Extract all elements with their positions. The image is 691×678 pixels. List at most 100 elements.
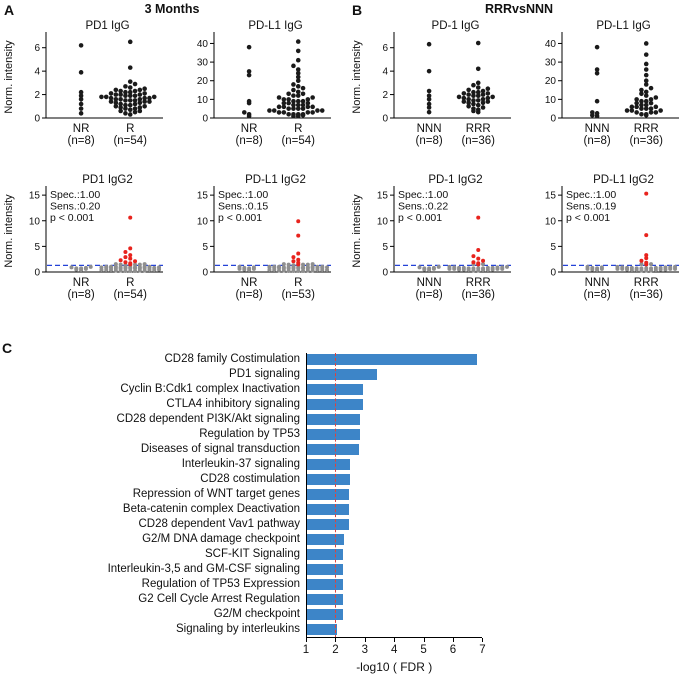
data-point: [152, 265, 157, 270]
stat-text: p < 0.001: [566, 212, 610, 224]
data-point: [475, 66, 481, 72]
y-tick-label: 5: [202, 242, 208, 253]
outlier-point: [639, 258, 644, 263]
data-point: [137, 87, 143, 93]
data-point: [123, 93, 128, 99]
data-point: [471, 98, 476, 103]
group-n-label: (n=8): [68, 135, 95, 147]
bar-row: Signaling by interleukins: [0, 622, 691, 637]
group-label: R: [294, 277, 302, 289]
data-point: [466, 92, 471, 97]
x-tick-label: 1: [302, 644, 310, 656]
data-point: [137, 92, 143, 97]
panel-a: A 3 Months PD1 IgG Norm. intensity 0 2 4 6 NR(…: [2, 2, 342, 320]
outlier-point: [296, 257, 301, 262]
plot-title: PD1 IgG: [85, 20, 129, 32]
data-point: [123, 89, 128, 95]
outlier-point: [476, 261, 481, 266]
data-point: [466, 96, 471, 102]
data-point: [426, 93, 432, 99]
data-point: [310, 262, 315, 267]
data-point: [643, 98, 649, 104]
data-point: [127, 102, 133, 108]
data-point: [643, 41, 649, 46]
y-tick-label: 30: [545, 58, 557, 69]
data-point: [648, 110, 654, 115]
bar: [306, 414, 361, 425]
data-point: [113, 262, 118, 267]
data-point: [295, 93, 301, 98]
outlier-point: [644, 253, 649, 258]
data-point: [315, 265, 320, 270]
data-point: [649, 262, 654, 267]
bar-row: Cyclin B:Cdk1 complex Inactivation: [0, 382, 691, 397]
data-point: [431, 265, 436, 270]
bar-category-label: PD1 signaling: [229, 368, 300, 380]
data-point: [426, 101, 432, 107]
plot-title: PD-L1 IgG: [596, 20, 650, 32]
data-point: [246, 72, 252, 78]
y-tick-label: 0: [34, 114, 40, 125]
data-point: [291, 102, 296, 108]
y-tick-label: 4: [34, 67, 40, 78]
scatter-plot: PD-1 IgG Norm. intensity 0 2 4 6 NNN(n=8) RRR(n…: [351, 20, 511, 147]
data-point: [471, 89, 476, 95]
data-point: [78, 101, 84, 107]
data-point: [237, 264, 242, 269]
data-point: [475, 102, 481, 108]
data-point: [118, 96, 123, 102]
panel-b-title: RRRvsNNN: [484, 2, 554, 16]
scatter-plot: PD1 IgG Norm. intensity 0 2 4 6 NR(n=8) R(n=54): [3, 20, 163, 147]
data-point: [88, 264, 93, 269]
group-n-label: (n=54): [113, 135, 147, 147]
plot-title: PD-1 IgG2: [428, 174, 482, 186]
data-point: [78, 70, 84, 75]
bar-row: G2/M DNA damage checkpoint: [0, 532, 691, 547]
data-point: [242, 110, 247, 115]
data-point: [108, 91, 114, 96]
data-point: [108, 95, 114, 101]
data-point: [291, 93, 296, 98]
data-point: [104, 265, 109, 270]
data-point: [291, 111, 296, 117]
data-point: [305, 110, 311, 115]
group-label: R: [294, 123, 302, 135]
data-point: [305, 97, 311, 102]
panel-c-chart-mount: CD28 family Costimulation PD1 signaling Cy…: [0, 352, 691, 674]
data-point: [132, 98, 138, 103]
data-point: [123, 106, 128, 111]
data-point: [113, 103, 119, 109]
group-n-label: (n=53): [281, 289, 315, 301]
group-label: R: [126, 123, 134, 135]
data-point: [634, 266, 639, 271]
data-point: [99, 94, 104, 100]
data-point: [649, 266, 654, 271]
x-tick: [394, 638, 396, 642]
data-point: [417, 265, 422, 270]
data-point: [118, 262, 123, 267]
data-point: [157, 265, 162, 270]
data-point: [127, 85, 133, 90]
group-n-label: (n=54): [281, 135, 315, 147]
data-point: [310, 265, 315, 270]
data-point: [281, 110, 287, 115]
outlier-point: [118, 258, 123, 263]
scatter-plot: PD-L1 IgG2 0 5 10 15 NR(n=8) R(n=53) Spec.:1.00…: [197, 174, 331, 301]
data-point: [123, 102, 128, 108]
bar: [306, 459, 351, 470]
significance-threshold-line: [335, 353, 337, 638]
bar-category-label: CD28 dependent Vav1 pathway: [138, 518, 300, 530]
data-point: [147, 95, 152, 101]
bar: [306, 474, 351, 485]
y-tick-label: 10: [545, 95, 557, 106]
data-point: [629, 265, 634, 270]
y-axis-label: Norm. intensity: [351, 40, 363, 114]
data-point: [594, 44, 600, 50]
y-tick-label: 10: [29, 216, 41, 227]
data-point: [620, 265, 625, 270]
data-point: [639, 262, 644, 267]
data-point: [127, 39, 133, 45]
bar: [306, 429, 361, 440]
bar-category-label: CD28 costimulation: [200, 473, 300, 485]
data-point: [246, 44, 252, 50]
